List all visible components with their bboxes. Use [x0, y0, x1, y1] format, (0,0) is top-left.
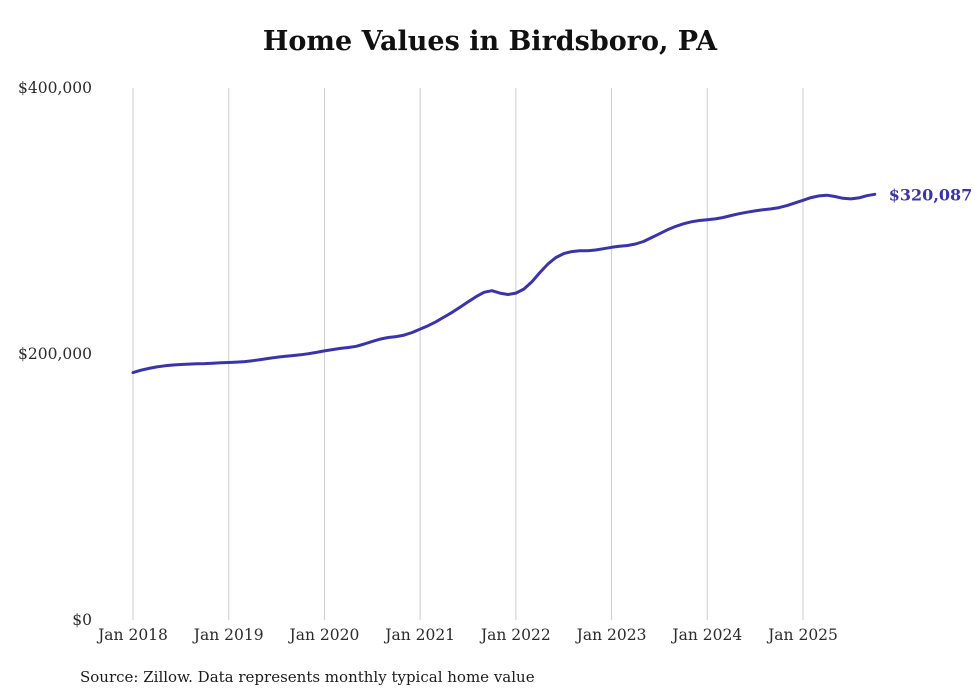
x-axis-tick-label: Jan 2025	[766, 626, 838, 644]
x-axis-tick-label: Jan 2023	[575, 626, 647, 644]
x-axis-tick-label: Jan 2020	[288, 626, 360, 644]
x-axis-tick-label: Jan 2019	[192, 626, 264, 644]
series-line	[131, 192, 877, 375]
y-axis-tick-label: $200,000	[18, 345, 92, 363]
x-axis-tick-label: Jan 2018	[96, 626, 168, 644]
chart-title: Home Values in Birdsboro, PA	[262, 26, 718, 57]
x-axis-tick-label: Jan 2024	[670, 626, 742, 644]
source-note: Source: Zillow. Data represents monthly …	[80, 668, 535, 686]
x-axis-tick-label: Jan 2021	[383, 626, 455, 644]
current-value-label: $320,087	[889, 185, 973, 204]
y-axis-tick-label: $0	[72, 611, 92, 629]
y-axis-tick-label: $400,000	[18, 79, 92, 97]
x-axis-tick-label: Jan 2022	[479, 626, 551, 644]
